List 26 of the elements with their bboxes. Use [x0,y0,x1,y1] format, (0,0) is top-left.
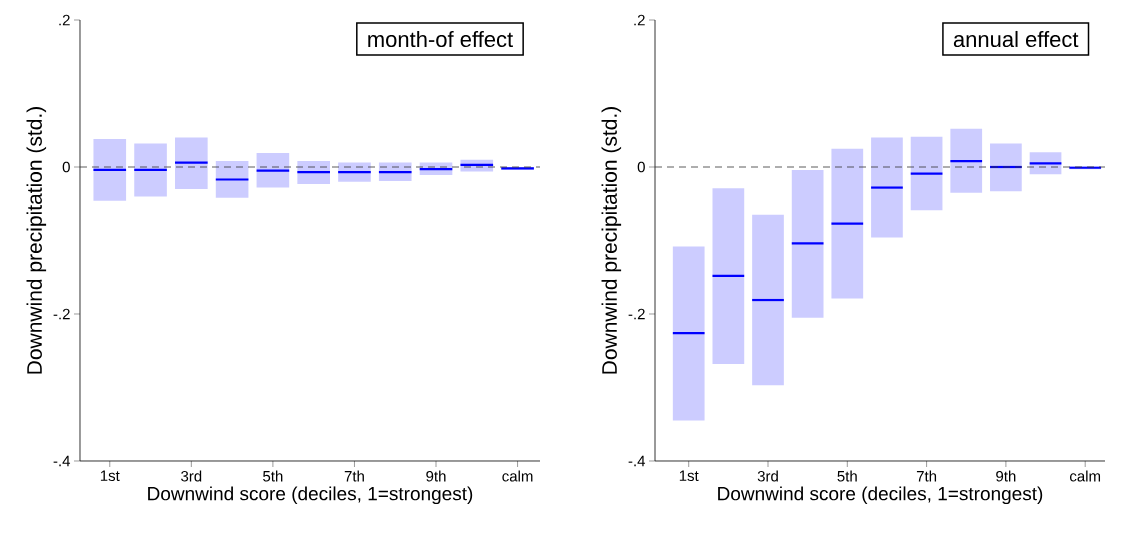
y-tick-label: -.4 [628,455,646,467]
x-tick-label: 9th [996,470,1016,482]
x-axis-title: Downwind score (deciles, 1=strongest) [718,486,1043,505]
y-axis-title: Downwind precipitation (std.) [26,107,47,374]
x-tick-label: 5th [263,470,283,482]
y-tick-label: -.2 [628,308,645,320]
x-tick-label: 1st [679,470,699,481]
x-tick-label: 1st [100,470,120,481]
x-tick-label: 3rd [181,470,202,482]
x-tick-label: calm [502,470,533,482]
x-tick-label: calm [1069,470,1101,482]
y-tick-label: .2 [634,14,645,26]
x-tick-label: 5th [837,470,857,482]
x-tick-label: 3rd [757,470,778,482]
y-tick-label: 0 [637,161,645,173]
annotation: month-of effect [368,30,513,48]
x-tick-label: 7th [916,470,937,482]
x-tick-label: 7th [344,470,364,482]
y-tick-label: 0 [62,161,70,173]
annotation: annual effect [953,30,1079,48]
y-tick-label: -.4 [53,455,71,467]
x-axis-title: Downwind score (deciles, 1=strongest) [148,486,473,505]
x-tick-label: 9th [426,470,446,482]
y-axis-title: Downwind precipitation (std.) [601,107,622,374]
y-tick-label: -.2 [53,308,70,320]
y-tick-label: .2 [59,14,70,26]
